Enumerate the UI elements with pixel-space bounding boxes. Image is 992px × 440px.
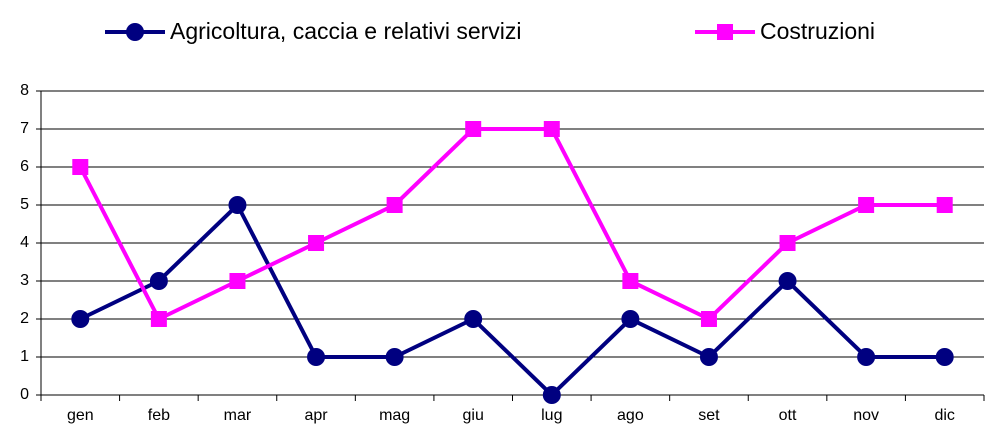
data-point — [778, 272, 797, 290]
data-point — [307, 348, 326, 366]
data-point — [935, 348, 954, 366]
data-point — [308, 235, 325, 251]
x-tick-label: gen — [67, 407, 94, 424]
x-tick-label: dic — [934, 407, 954, 424]
data-point — [621, 310, 640, 328]
data-point — [229, 273, 246, 289]
data-point — [150, 311, 167, 327]
data-point — [543, 121, 560, 137]
legend-label: Costruzioni — [760, 18, 875, 44]
series-line — [78, 127, 945, 322]
x-tick-label: giu — [463, 407, 484, 424]
x-tick-label: ago — [617, 407, 644, 424]
y-tick-label: 7 — [20, 120, 29, 137]
data-point — [542, 386, 561, 404]
y-tick-label: 8 — [20, 82, 29, 99]
x-tick-label: apr — [304, 407, 328, 424]
x-tick-label: lug — [541, 407, 562, 424]
data-point — [72, 159, 89, 175]
legend-marker — [717, 24, 733, 40]
data-point — [71, 310, 90, 328]
x-tick-label: ott — [779, 407, 797, 424]
data-point — [936, 197, 953, 213]
legend-label: Agricoltura, caccia e relativi servizi — [170, 18, 522, 44]
data-point — [465, 121, 482, 137]
data-point — [149, 272, 168, 290]
y-tick-label: 1 — [20, 348, 29, 365]
y-tick-label: 3 — [20, 272, 29, 289]
y-tick-label: 6 — [20, 158, 29, 175]
y-tick-label: 4 — [20, 234, 29, 251]
y-tick-label: 2 — [20, 310, 29, 327]
data-point — [699, 348, 718, 366]
x-tick-label: nov — [853, 407, 879, 424]
y-tick-label: 5 — [20, 196, 29, 213]
data-point — [779, 235, 796, 251]
x-tick-label: feb — [148, 407, 170, 424]
data-point — [700, 311, 717, 327]
data-point — [228, 196, 247, 214]
data-point — [622, 273, 639, 289]
x-tick-label: set — [698, 407, 720, 424]
data-point — [464, 310, 483, 328]
y-tick-label: 0 — [20, 386, 29, 403]
legend-marker — [126, 23, 144, 41]
data-point — [857, 348, 876, 366]
series-line — [79, 201, 945, 398]
x-tick-label: mag — [379, 407, 410, 424]
x-tick-label: mar — [224, 407, 252, 424]
data-point — [386, 197, 403, 213]
data-point — [385, 348, 404, 366]
data-point — [858, 197, 875, 213]
